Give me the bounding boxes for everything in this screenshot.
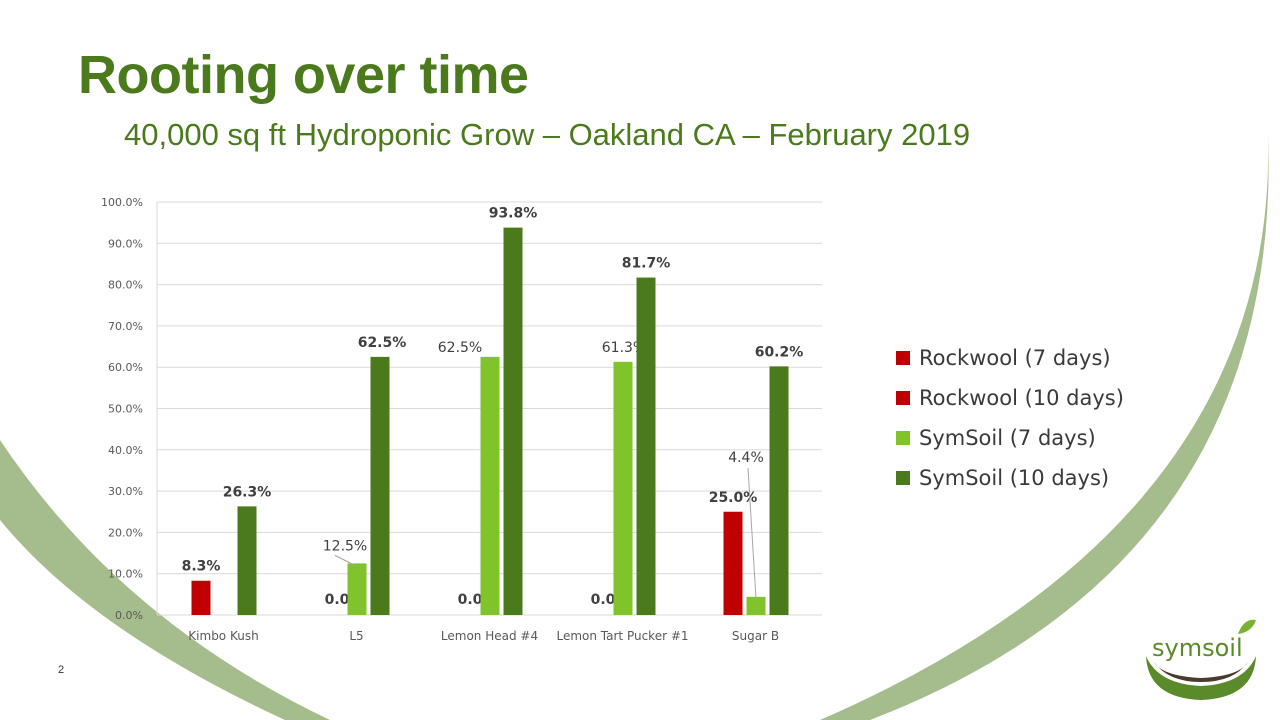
bar: [613, 361, 633, 615]
leader-line: [334, 554, 356, 566]
y-tick-label: 70.0%: [108, 320, 143, 333]
data-label: 26.3%: [223, 484, 272, 500]
legend-label-rockwool-10: Rockwool (10 days): [919, 386, 1124, 410]
legend-label-symsoil-7: SymSoil (7 days): [919, 426, 1096, 450]
right-arc: [820, 130, 1269, 720]
data-label: 4.4%: [728, 450, 764, 466]
bar: [503, 227, 523, 615]
y-tick-label: 10.0%: [108, 568, 143, 581]
legend-item-rockwool-7: Rockwool (7 days): [896, 338, 1124, 378]
svg-text:symsoil: symsoil: [1152, 634, 1243, 662]
legend-item-symsoil-7: SymSoil (7 days): [896, 418, 1124, 458]
y-tick-label: 60.0%: [108, 361, 143, 374]
left-arc: [0, 440, 330, 720]
bar: [347, 563, 367, 615]
legend-item-symsoil-10: SymSoil (10 days): [896, 458, 1124, 498]
x-tick-label: Lemon Tart Pucker #1: [556, 629, 688, 643]
data-label: 60.2%: [755, 344, 804, 360]
y-tick-label: 80.0%: [108, 279, 143, 292]
bar: [636, 277, 656, 615]
symsoil-logo: symsoil: [1146, 619, 1256, 700]
data-label: 93.8%: [489, 206, 538, 222]
bar: [237, 506, 257, 615]
legend-label-rockwool-7: Rockwool (7 days): [919, 346, 1111, 370]
x-tick-label: L5: [349, 629, 363, 643]
y-tick-label: 90.0%: [108, 237, 143, 250]
data-label: 61.3%: [602, 340, 646, 356]
chart-legend: Rockwool (7 days) Rockwool (10 days) Sym…: [896, 338, 1124, 498]
bar: [769, 366, 789, 615]
data-label: 62.5%: [358, 335, 407, 351]
leader-line: [747, 468, 757, 599]
data-label: 25.0%: [709, 490, 758, 506]
x-tick-label: Sugar B: [732, 629, 779, 643]
y-tick-label: 100.0%: [101, 196, 143, 209]
slide-subtitle: 40,000 sq ft Hydroponic Grow – Oakland C…: [124, 117, 971, 152]
legend-swatch-symsoil-7: [896, 431, 910, 445]
y-tick-label: 20.0%: [108, 526, 143, 539]
data-label: 12.5%: [323, 538, 367, 554]
page-number: 2: [58, 664, 65, 676]
x-tick-label: Lemon Head #4: [441, 629, 538, 643]
legend-swatch-rockwool-7: [896, 351, 910, 365]
legend-swatch-rockwool-10: [896, 391, 910, 405]
legend-swatch-symsoil-10: [896, 471, 910, 485]
bar: [191, 580, 211, 615]
y-tick-label: 50.0%: [108, 403, 143, 416]
y-tick-label: 30.0%: [108, 485, 143, 498]
y-tick-label: 0.0%: [115, 609, 143, 622]
bar: [370, 356, 390, 615]
data-label: 62.5%: [438, 340, 482, 356]
data-label: 81.7%: [622, 256, 671, 272]
legend-item-rockwool-10: Rockwool (10 days): [896, 378, 1124, 418]
x-tick-label: Kimbo Kush: [188, 629, 258, 643]
y-tick-label: 40.0%: [108, 444, 143, 457]
bar: [480, 356, 500, 615]
legend-label-symsoil-10: SymSoil (10 days): [919, 466, 1110, 490]
slide-title: Rooting over time: [78, 45, 529, 105]
bar: [746, 596, 766, 615]
data-label: 8.3%: [182, 559, 221, 575]
bar: [723, 511, 743, 615]
